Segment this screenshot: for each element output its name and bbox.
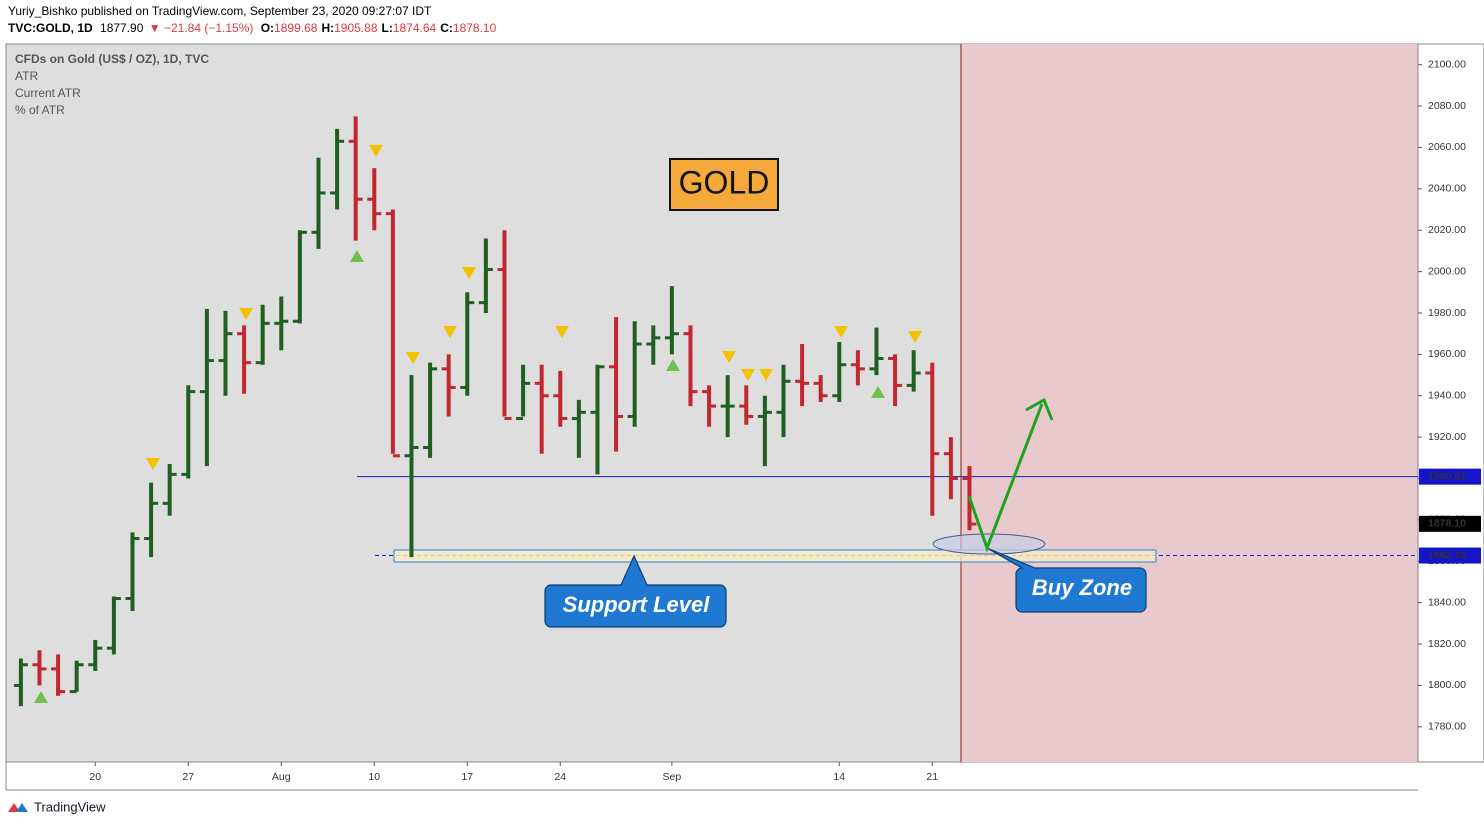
x-tick-label: 21 bbox=[926, 771, 938, 783]
future-zone bbox=[961, 44, 1418, 762]
ohlc-value: 1899.68 bbox=[274, 21, 318, 35]
y-tick-label: 1780.00 bbox=[1428, 721, 1466, 733]
y-tick-label: 1940.00 bbox=[1428, 390, 1466, 402]
y-tick-label: 2000.00 bbox=[1428, 265, 1466, 277]
y-tick-label: 2100.00 bbox=[1428, 58, 1466, 70]
ohlc-key: C: bbox=[440, 21, 453, 35]
legend-item: ATR bbox=[15, 69, 38, 83]
price-axis bbox=[1417, 43, 1484, 763]
y-tick-label: 1820.00 bbox=[1428, 638, 1466, 650]
x-tick-label: 27 bbox=[182, 771, 194, 783]
title-box-text: GOLD bbox=[679, 164, 770, 200]
published: Yuriy_Bishko published on TradingView.co… bbox=[8, 4, 432, 18]
support-price-label: 1862.78 bbox=[1428, 549, 1466, 561]
symbol-header: TVC:GOLD, 1D 1877.90 ▼ −21.84 (−1.15%) O… bbox=[8, 21, 497, 35]
resistance-label: 1900.91 bbox=[1428, 470, 1466, 482]
change: ▼ −21.84 (−1.15%) bbox=[149, 21, 254, 35]
x-tick-label: 24 bbox=[554, 771, 566, 783]
bars bbox=[13, 116, 977, 707]
x-tick-label: 14 bbox=[833, 771, 845, 783]
ohlc-key: O: bbox=[261, 21, 274, 35]
x-tick-label: Sep bbox=[663, 771, 682, 783]
legend-item: Current ATR bbox=[15, 86, 81, 100]
y-tick-label: 2020.00 bbox=[1428, 224, 1466, 236]
last-price-label-bg bbox=[1419, 515, 1481, 532]
legend-title: CFDs on Gold (US$ / OZ), 1D, TVC bbox=[15, 52, 209, 66]
signals bbox=[34, 145, 922, 703]
ohlc-value: 1874.64 bbox=[393, 21, 437, 35]
tv-logo bbox=[8, 803, 28, 812]
support-price-label-bg bbox=[1419, 547, 1481, 564]
up-signals bbox=[34, 250, 885, 703]
y-tick-label: 1960.00 bbox=[1428, 348, 1466, 360]
title-box bbox=[669, 158, 779, 211]
y-tick-label: 1800.00 bbox=[1428, 679, 1466, 691]
support-callout bbox=[544, 554, 727, 628]
y-tick-label: 2040.00 bbox=[1428, 183, 1466, 195]
support-box bbox=[393, 549, 1157, 563]
buy-label: Buy Zone bbox=[1032, 575, 1132, 600]
last: 1877.90 bbox=[100, 21, 144, 35]
ohlc-value: 1905.88 bbox=[334, 21, 378, 35]
legend-item: % of ATR bbox=[15, 103, 65, 117]
resistance-label-bg bbox=[1419, 468, 1481, 485]
symbol: TVC:GOLD, 1D bbox=[8, 21, 93, 35]
x-tick-label: Aug bbox=[272, 771, 291, 783]
y-tick-label: 2080.00 bbox=[1428, 100, 1466, 112]
y-tick-label: 1920.00 bbox=[1428, 431, 1466, 443]
y-tick-label: 1980.00 bbox=[1428, 307, 1466, 319]
ohlc-key: H: bbox=[321, 21, 334, 35]
down-signals bbox=[146, 145, 922, 470]
axes: 1780.001800.001820.001840.001860.001880.… bbox=[89, 58, 1481, 783]
x-tick-label: 10 bbox=[368, 771, 380, 783]
x-tick-label: 20 bbox=[89, 771, 101, 783]
ohlc-value: 1878.10 bbox=[453, 21, 497, 35]
y-tick-label: 2060.00 bbox=[1428, 141, 1466, 153]
buy-callout bbox=[986, 547, 1147, 613]
x-tick-label: 17 bbox=[461, 771, 473, 783]
footer: TradingView bbox=[34, 799, 106, 814]
projection-arrow bbox=[967, 403, 1044, 553]
y-tick-label: 1840.00 bbox=[1428, 596, 1466, 608]
last-price-label: 1878.10 bbox=[1428, 518, 1466, 530]
support-label: Support Level bbox=[563, 592, 711, 617]
arrow-head bbox=[1025, 397, 1054, 421]
ohlc-key: L: bbox=[382, 21, 393, 35]
